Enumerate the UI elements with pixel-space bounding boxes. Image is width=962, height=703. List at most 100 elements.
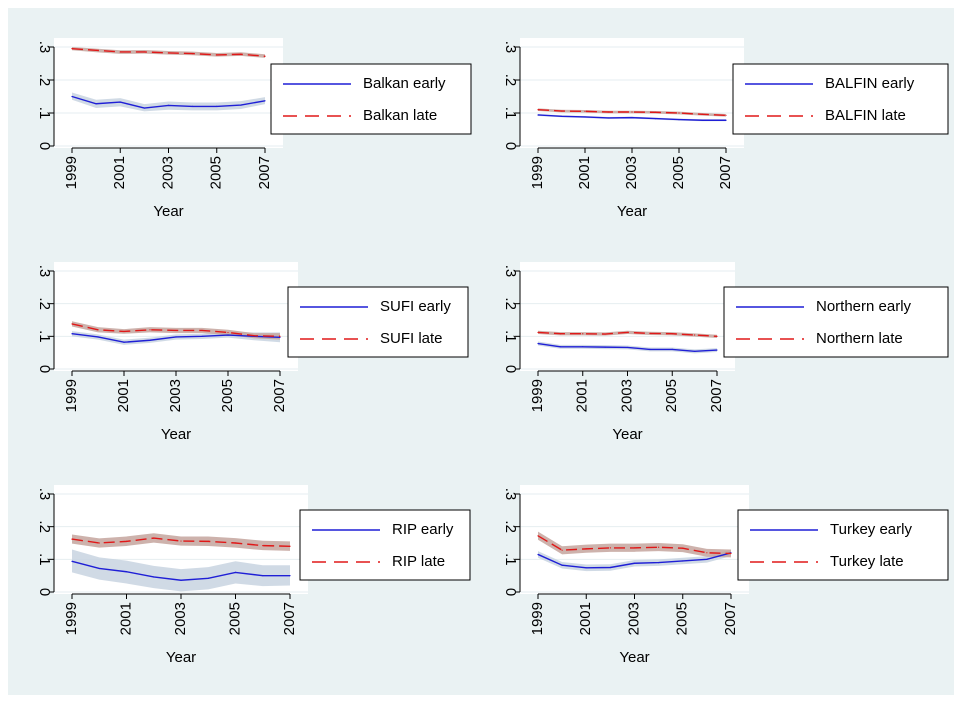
data-point xyxy=(264,100,266,102)
data-point xyxy=(658,546,660,548)
y-tick-label: .3 xyxy=(502,265,519,278)
data-point xyxy=(654,111,657,113)
data-point xyxy=(706,552,708,554)
panel-1: 0 .1 .2 .3 1999 2001 2003 2005 2007 Year Balkan ea… xyxy=(36,38,472,220)
y-tick-label: .1 xyxy=(502,553,519,566)
data-point xyxy=(537,535,539,537)
data-point xyxy=(201,335,203,337)
plot-area xyxy=(520,38,744,148)
x-tick-label: 2003 xyxy=(625,602,642,635)
panel-6: 0 .1 .2 .3 1999 2001 2003 2005 2007 Year Turkey ea… xyxy=(502,485,949,666)
data-point xyxy=(98,567,100,570)
data-point xyxy=(167,52,170,54)
x-tick-label: 2007 xyxy=(271,379,288,412)
data-point xyxy=(631,117,633,119)
data-point xyxy=(262,545,264,547)
data-point xyxy=(289,545,291,547)
data-point xyxy=(537,331,539,334)
data-point xyxy=(559,346,561,348)
legend: SUFI early SUFI late xyxy=(287,286,469,358)
legend-label: BALFIN early xyxy=(825,75,915,92)
data-point xyxy=(701,113,704,115)
data-point xyxy=(289,575,291,577)
plot-area xyxy=(54,38,283,148)
legend-box xyxy=(737,509,949,581)
data-point xyxy=(71,48,73,50)
data-point xyxy=(71,538,73,540)
data-point xyxy=(216,54,218,56)
y-tick-label: .2 xyxy=(36,520,53,533)
data-point xyxy=(143,51,145,53)
data-point xyxy=(207,577,209,579)
data-point xyxy=(240,104,242,106)
data-point xyxy=(180,540,182,542)
legend-box xyxy=(723,286,949,358)
data-point xyxy=(175,336,177,338)
data-point xyxy=(582,333,584,335)
data-point xyxy=(240,53,242,55)
data-point xyxy=(559,333,561,335)
plot-area xyxy=(520,485,749,594)
data-point xyxy=(725,119,727,121)
data-point xyxy=(585,567,587,569)
x-tick-label: 2001 xyxy=(115,379,132,412)
legend-label: Turkey late xyxy=(830,553,904,570)
data-point xyxy=(97,329,99,331)
legend: Turkey early Turkey late xyxy=(737,509,949,581)
data-point xyxy=(279,335,281,337)
data-point xyxy=(730,552,732,555)
data-point xyxy=(604,346,606,348)
data-point xyxy=(123,341,125,343)
data-point xyxy=(649,332,651,334)
data-point xyxy=(716,335,718,337)
data-point xyxy=(234,542,237,544)
legend-label: BALFIN late xyxy=(825,107,906,124)
data-point xyxy=(609,566,611,569)
y-tick-label: .2 xyxy=(502,74,519,87)
legend-label: SUFI late xyxy=(380,330,443,347)
data-point xyxy=(584,116,586,118)
x-tick-label: 2001 xyxy=(576,156,593,189)
legend-box xyxy=(299,509,471,581)
y-tick-label: .1 xyxy=(36,107,53,120)
data-point xyxy=(95,49,97,51)
data-point xyxy=(262,575,264,577)
data-point xyxy=(626,331,629,334)
data-point xyxy=(609,547,611,549)
data-point xyxy=(561,549,563,551)
data-point xyxy=(192,53,194,55)
data-point xyxy=(227,331,229,334)
data-point xyxy=(71,323,73,325)
y-tick-label: 0 xyxy=(502,588,519,596)
data-point xyxy=(607,111,610,113)
data-point xyxy=(537,114,539,116)
data-point xyxy=(585,548,587,550)
data-point xyxy=(560,115,563,117)
data-point xyxy=(658,562,660,564)
x-tick-label: 1999 xyxy=(63,602,80,635)
data-point xyxy=(678,112,680,114)
legend: Northern early Northern late xyxy=(723,286,949,358)
data-point xyxy=(682,547,684,549)
data-point xyxy=(537,553,539,556)
x-axis-label: Year xyxy=(161,426,191,443)
x-tick-label: 1999 xyxy=(63,156,80,189)
data-point xyxy=(537,109,539,111)
data-point xyxy=(227,334,229,336)
x-tick-label: 2001 xyxy=(111,156,128,189)
ci-band-turkey-early xyxy=(538,549,731,572)
legend-box xyxy=(287,286,469,358)
x-tick-label: 1999 xyxy=(529,156,546,189)
figure: 0 .1 .2 .3 1999 2001 2003 2005 2007 Year Balkan ea… xyxy=(8,8,954,695)
x-tick-label: 2007 xyxy=(708,379,725,412)
data-point xyxy=(253,335,255,337)
x-tick-label: 2007 xyxy=(717,156,734,189)
x-tick-label: 2005 xyxy=(674,602,691,635)
x-tick-label: 1999 xyxy=(529,379,546,412)
y-tick-label: 0 xyxy=(502,365,519,373)
x-tick-label: 2001 xyxy=(577,602,594,635)
data-point xyxy=(143,107,145,109)
data-point xyxy=(716,349,718,351)
data-point xyxy=(706,558,708,560)
data-point xyxy=(95,103,97,105)
